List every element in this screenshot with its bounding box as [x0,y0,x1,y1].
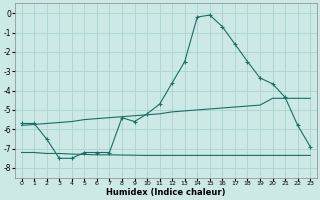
X-axis label: Humidex (Indice chaleur): Humidex (Indice chaleur) [106,188,226,197]
